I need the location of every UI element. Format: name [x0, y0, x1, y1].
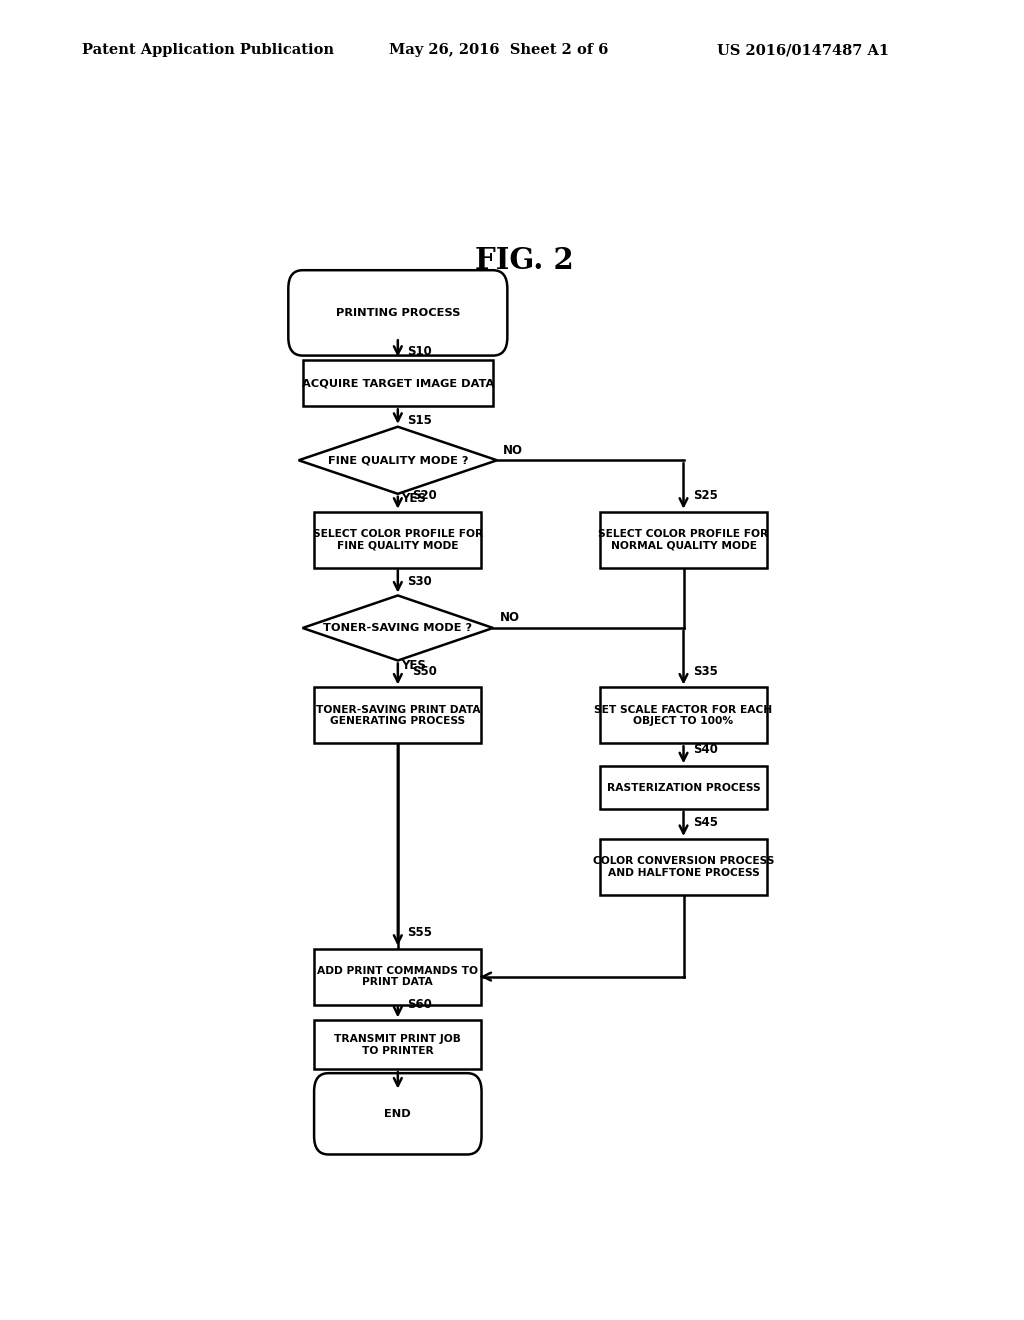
Text: S20: S20: [412, 488, 437, 502]
Text: TONER-SAVING PRINT DATA
GENERATING PROCESS: TONER-SAVING PRINT DATA GENERATING PROCE…: [315, 705, 480, 726]
Bar: [314, 949, 481, 1005]
Bar: [303, 359, 494, 407]
Text: May 26, 2016  Sheet 2 of 6: May 26, 2016 Sheet 2 of 6: [389, 44, 608, 57]
Text: END: END: [384, 1109, 412, 1119]
Bar: [600, 688, 767, 743]
Text: S10: S10: [408, 345, 432, 358]
Polygon shape: [303, 595, 494, 660]
FancyBboxPatch shape: [314, 1073, 481, 1155]
Text: S15: S15: [408, 414, 432, 428]
Text: ADD PRINT COMMANDS TO
PRINT DATA: ADD PRINT COMMANDS TO PRINT DATA: [317, 966, 478, 987]
Text: S45: S45: [693, 816, 718, 829]
Text: PRINTING PROCESS: PRINTING PROCESS: [336, 308, 460, 318]
Text: YES: YES: [401, 492, 426, 506]
Bar: [314, 512, 481, 568]
Text: S40: S40: [693, 743, 718, 756]
Text: ACQUIRE TARGET IMAGE DATA: ACQUIRE TARGET IMAGE DATA: [302, 378, 494, 388]
Text: S35: S35: [693, 665, 718, 677]
Text: S60: S60: [408, 998, 432, 1011]
Text: S50: S50: [412, 665, 437, 677]
Text: TONER-SAVING MODE ?: TONER-SAVING MODE ?: [324, 623, 472, 634]
Text: FINE QUALITY MODE ?: FINE QUALITY MODE ?: [328, 455, 468, 465]
Text: S55: S55: [408, 925, 432, 939]
Bar: [314, 688, 481, 743]
Bar: [314, 1020, 481, 1069]
Bar: [600, 766, 767, 809]
Text: SET SCALE FACTOR FOR EACH
OBJECT TO 100%: SET SCALE FACTOR FOR EACH OBJECT TO 100%: [595, 705, 772, 726]
FancyBboxPatch shape: [289, 271, 507, 355]
Text: US 2016/0147487 A1: US 2016/0147487 A1: [717, 44, 889, 57]
Text: S30: S30: [408, 574, 432, 587]
Polygon shape: [299, 426, 497, 494]
Bar: [600, 512, 767, 568]
Text: COLOR CONVERSION PROCESS
AND HALFTONE PROCESS: COLOR CONVERSION PROCESS AND HALFTONE PR…: [593, 857, 774, 878]
Bar: [600, 840, 767, 895]
Text: YES: YES: [401, 659, 426, 672]
Text: S25: S25: [693, 488, 718, 502]
Text: FIG. 2: FIG. 2: [475, 246, 574, 275]
Text: SELECT COLOR PROFILE FOR
FINE QUALITY MODE: SELECT COLOR PROFILE FOR FINE QUALITY MO…: [312, 529, 483, 550]
Text: Patent Application Publication: Patent Application Publication: [82, 44, 334, 57]
Text: SELECT COLOR PROFILE FOR
NORMAL QUALITY MODE: SELECT COLOR PROFILE FOR NORMAL QUALITY …: [598, 529, 769, 550]
Text: NO: NO: [504, 444, 523, 457]
Text: TRANSMIT PRINT JOB
TO PRINTER: TRANSMIT PRINT JOB TO PRINTER: [335, 1034, 461, 1056]
Text: NO: NO: [500, 611, 519, 624]
Text: RASTERIZATION PROCESS: RASTERIZATION PROCESS: [606, 783, 761, 792]
